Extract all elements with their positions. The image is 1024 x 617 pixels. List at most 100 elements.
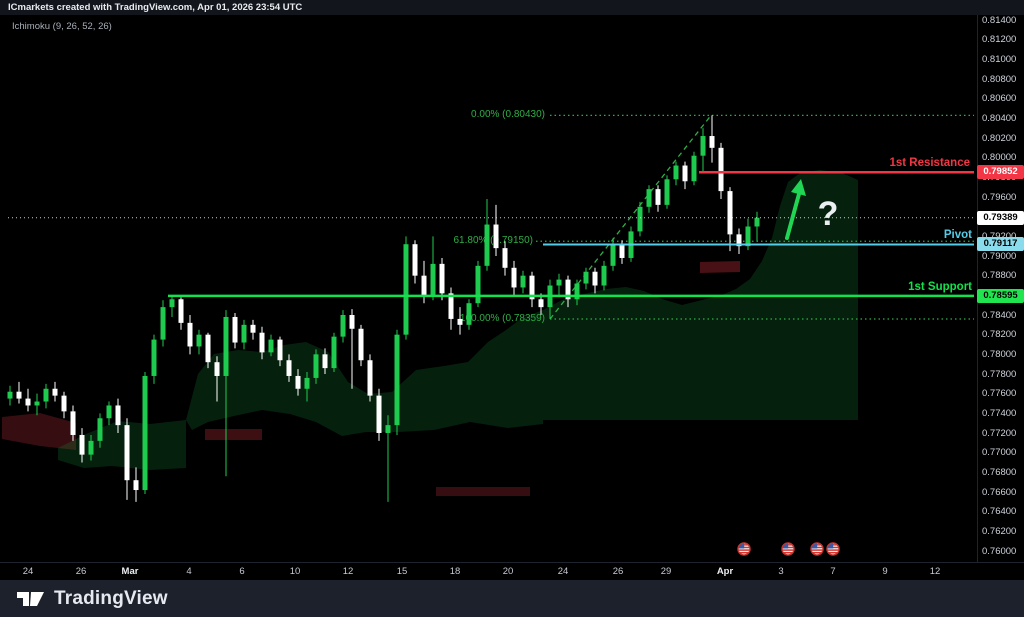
price-tick: 0.78400 [982,309,1017,321]
candle-body [286,360,292,376]
candle-body [358,328,364,361]
candle-body [682,165,688,182]
candle-body [646,189,652,207]
candle-body [61,395,67,412]
candle-body [403,244,409,335]
price-tick: 0.81200 [982,34,1017,46]
price-tick: 0.81000 [982,53,1017,65]
candle-body [637,206,643,232]
candle-body [43,388,49,402]
candle-body [313,354,319,378]
candle-body [16,391,22,399]
candle-body [205,334,211,363]
fib-618-label: 61.80% (0.79150) [453,235,533,247]
candle-body [151,339,157,376]
candle-body [565,279,571,300]
price-tick: 0.77400 [982,407,1017,419]
candle-body [655,189,661,205]
candle-body [178,299,184,323]
chart-title-bar: ICmarkets created with TradingView.com, … [0,0,1024,15]
candle-body [736,234,742,247]
price-tick: 0.77200 [982,427,1017,439]
candle-body [340,315,346,337]
indicator-legend[interactable]: Ichimoku (9, 26, 52, 26) [12,21,112,32]
time-tick: 20 [502,566,514,577]
up-arrow-head [791,179,806,196]
candle-body [304,377,310,389]
time-tick: 26 [612,566,624,577]
candle-body [196,334,202,347]
price-axis-badge: 0.79852 [977,165,1024,180]
candle-body [484,224,490,266]
candle-body [106,405,112,419]
price-tick: 0.79000 [982,250,1017,262]
price-tick: 0.80400 [982,112,1017,124]
candle-body [574,283,580,300]
candle-body [691,155,697,182]
fib-0-label: 0.00% (0.80430) [471,109,545,121]
candle-body [259,332,265,353]
candle-body [475,265,481,304]
price-tick: 0.76600 [982,486,1017,498]
time-axis[interactable] [0,562,1024,581]
candle-body [754,217,760,227]
candle-body [187,322,193,347]
price-tick: 0.77600 [982,388,1017,400]
price-tick: 0.81400 [982,14,1017,26]
candle-body [610,244,616,266]
candle-body [556,279,562,286]
us-flag-icon[interactable] [737,542,751,561]
ichimoku-cloud [436,487,530,496]
candle-body [601,265,607,286]
resistance-label: 1st Resistance [889,157,970,170]
price-tick: 0.80800 [982,73,1017,85]
candle-body [7,391,13,399]
candle-body [214,362,220,376]
time-tick: 26 [75,566,87,577]
candle-body [223,316,229,376]
us-flag-icon[interactable] [810,542,824,561]
price-tick: 0.77800 [982,368,1017,380]
time-tick: 15 [396,566,408,577]
us-flag-icon[interactable] [781,542,795,561]
candle-body [619,244,625,258]
candle-body [331,336,337,369]
time-tick: 3 [778,566,784,577]
candle-body [133,480,139,491]
ichimoku-cloud [58,420,186,470]
candle-body [529,275,535,300]
ichimoku-cloud [543,170,858,420]
price-tick: 0.78200 [982,329,1017,341]
question-mark-annotation: ? [817,195,839,233]
price-axis[interactable] [977,0,1024,562]
pivot-label: Pivot [943,229,972,242]
tradingview-logo-icon[interactable] [16,587,46,611]
trendline[interactable] [549,114,712,320]
time-tick: 7 [830,566,836,577]
price-axis-badge: 0.79117 [977,237,1024,252]
candle-body [664,179,670,205]
candle-body [520,275,526,288]
tradingview-brand-text[interactable]: TradingView [54,587,168,609]
time-tick: 6 [239,566,245,577]
candle-body [448,293,454,319]
time-tick: 4 [186,566,192,577]
candle-body [232,316,238,343]
price-tick: 0.80000 [982,152,1017,164]
time-tick: 12 [929,566,941,577]
chart-title: ICmarkets created with TradingView.com, … [8,2,303,13]
candle-body [97,418,103,441]
price-tick: 0.79200 [982,230,1017,242]
candle-body [709,136,715,148]
candle-body [457,318,463,325]
candle-body [79,434,85,455]
time-tick: 29 [660,566,672,577]
us-flag-icon[interactable] [826,542,840,561]
footer-bar: TradingView [0,580,1024,617]
candle-body [583,271,589,284]
ichimoku-cloud [700,261,740,273]
time-tick: 9 [882,566,888,577]
candle-body [349,315,355,329]
time-tick: 24 [557,566,569,577]
